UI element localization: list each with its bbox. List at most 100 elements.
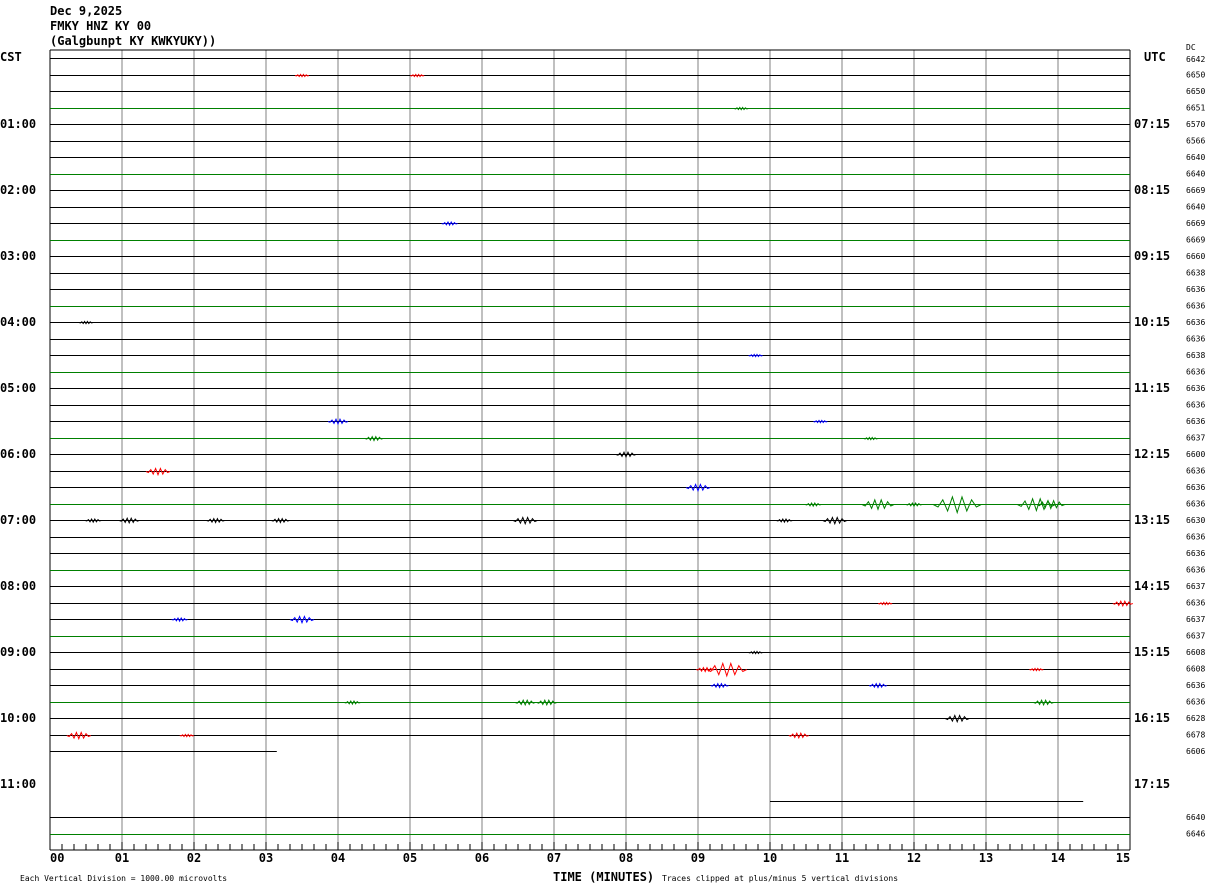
dc-offset-label: 6669 [1186, 186, 1205, 195]
seismic-event [271, 517, 290, 524]
seismic-event [805, 501, 822, 508]
x-tick-label: 06 [475, 851, 489, 865]
seismic-event [788, 731, 809, 740]
dc-offset-label: 6636 [1186, 599, 1205, 608]
seismic-event [145, 467, 171, 477]
dc-offset-label: 6636 [1186, 401, 1205, 410]
dc-offset-label: 6636 [1186, 483, 1205, 492]
x-tick-label: 10 [763, 851, 777, 865]
right-hour-label: 15:15 [1134, 645, 1170, 659]
left-hour-label: 08:00 [0, 579, 36, 593]
x-tick-label: 11 [835, 851, 849, 865]
seismic-event [441, 220, 458, 227]
x-tick-label: 00 [50, 851, 64, 865]
dc-offset-label: 6636 [1186, 417, 1205, 426]
dc-offset-label: 6669 [1186, 219, 1205, 228]
seismic-event [327, 417, 349, 426]
x-tick-label: 13 [979, 851, 993, 865]
dc-offset-label: 6636 [1186, 467, 1205, 476]
station-location: (Galgbunpt KY KWKYUKY)) [50, 34, 217, 48]
left-hour-label: 11:00 [0, 777, 36, 791]
left-hour-label: 07:00 [0, 513, 36, 527]
dc-offset-label: 6636 [1186, 368, 1205, 377]
seismic-event [822, 516, 847, 526]
x-tick-label: 05 [403, 851, 417, 865]
dc-offset-label: 6636 [1186, 318, 1205, 327]
dc-offset-label: 6640 [1186, 813, 1205, 822]
dc-offset-label: 6630 [1186, 516, 1205, 525]
seismic-event [710, 682, 729, 689]
dc-offset-label: 6637 [1186, 582, 1205, 591]
seismic-event [878, 601, 893, 606]
left-hour-label: 03:00 [0, 249, 36, 263]
dc-offset-label: 6636 [1186, 681, 1205, 690]
x-tick-label: 01 [115, 851, 129, 865]
x-tick-label: 04 [331, 851, 345, 865]
dc-offset-label: 6606 [1186, 747, 1205, 756]
seismic-event [206, 517, 225, 524]
dc-offset-label: 6642 [1186, 55, 1205, 64]
seismic-event [536, 698, 557, 707]
clip-note: Traces clipped at plus/minus 5 vertical … [662, 874, 898, 883]
right-hour-label: 14:15 [1134, 579, 1170, 593]
seismic-event [861, 498, 895, 511]
right-hour-label: 08:15 [1134, 183, 1170, 197]
seismic-event [513, 516, 538, 526]
dc-offset-label: 6646 [1186, 830, 1205, 839]
seismic-event [868, 682, 888, 689]
dc-offset-label: 6636 [1186, 285, 1205, 294]
seismic-event [1033, 698, 1054, 707]
dc-offset-label: 6637 [1186, 434, 1205, 443]
right-hour-label: 16:15 [1134, 711, 1170, 725]
dc-offset-label: 6650 [1186, 87, 1205, 96]
seismic-event [171, 616, 188, 623]
seismic-event [119, 516, 140, 525]
dc-offset-label: 6636 [1186, 302, 1205, 311]
dc-offset-label: 6636 [1186, 500, 1205, 509]
chart-date: Dec 9,2025 [50, 4, 123, 18]
seismic-event [734, 106, 749, 111]
right-hour-label: 11:15 [1134, 381, 1170, 395]
seismic-event [515, 698, 536, 707]
dc-offset-label: 6660 [1186, 252, 1205, 261]
dc-offset-label: 6638 [1186, 351, 1205, 360]
x-tick-label: 08 [619, 851, 633, 865]
right-hour-label: 13:15 [1134, 513, 1170, 527]
seismic-event [776, 517, 793, 524]
seismic-event [289, 615, 315, 625]
dc-offset-label: 6600 [1186, 450, 1205, 459]
seismic-event [696, 666, 715, 673]
seismic-event [85, 517, 102, 524]
dc-offset-label: 6640 [1186, 153, 1205, 162]
right-hour-label: 07:15 [1134, 117, 1170, 131]
x-tick-label: 03 [259, 851, 273, 865]
dc-offset-label: 6608 [1186, 648, 1205, 657]
left-hour-label: 01:00 [0, 117, 36, 131]
channel-title: FMKY HNZ KY 00 [50, 19, 152, 33]
dc-offset-label: 6636 [1186, 384, 1205, 393]
seismic-event [294, 73, 310, 78]
seismic-event [364, 435, 384, 442]
seismic-event [813, 419, 828, 424]
seismic-event [1112, 599, 1133, 608]
dc-offset-label: 6669 [1186, 236, 1205, 245]
right-hour-label: 17:15 [1134, 777, 1170, 791]
x-tick-label: 14 [1051, 851, 1065, 865]
seismic-event [1029, 667, 1044, 672]
right-hour-label: 12:15 [1134, 447, 1170, 461]
seismic-event [905, 501, 923, 508]
x-tick-label: 02 [187, 851, 201, 865]
right-timezone-label: UTC [1144, 50, 1166, 64]
left-timezone-label: CST [0, 50, 22, 64]
seismic-event [685, 483, 711, 493]
left-hour-label: 04:00 [0, 315, 36, 329]
seismic-event [945, 714, 970, 724]
seismic-event [932, 495, 982, 515]
seismic-event [1036, 499, 1065, 510]
dc-offset-label: 6628 [1186, 714, 1205, 723]
dc-offset-label: 6640 [1186, 170, 1205, 179]
dc-offset-label: 6566 [1186, 137, 1205, 146]
seismic-event [66, 731, 91, 741]
seismic-event [344, 699, 361, 706]
